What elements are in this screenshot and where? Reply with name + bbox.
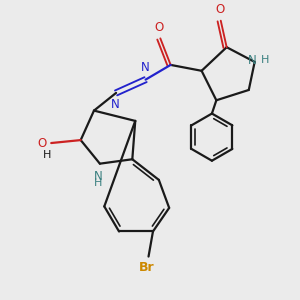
Text: Br: Br <box>139 261 155 274</box>
Text: O: O <box>38 136 47 149</box>
Text: O: O <box>215 3 225 16</box>
Text: H: H <box>43 149 51 160</box>
Text: N: N <box>94 170 103 183</box>
Text: N: N <box>141 61 149 74</box>
Text: O: O <box>154 21 164 34</box>
Text: N: N <box>248 54 257 67</box>
Text: H: H <box>94 178 103 188</box>
Text: H: H <box>261 56 269 65</box>
Text: N: N <box>111 98 120 111</box>
